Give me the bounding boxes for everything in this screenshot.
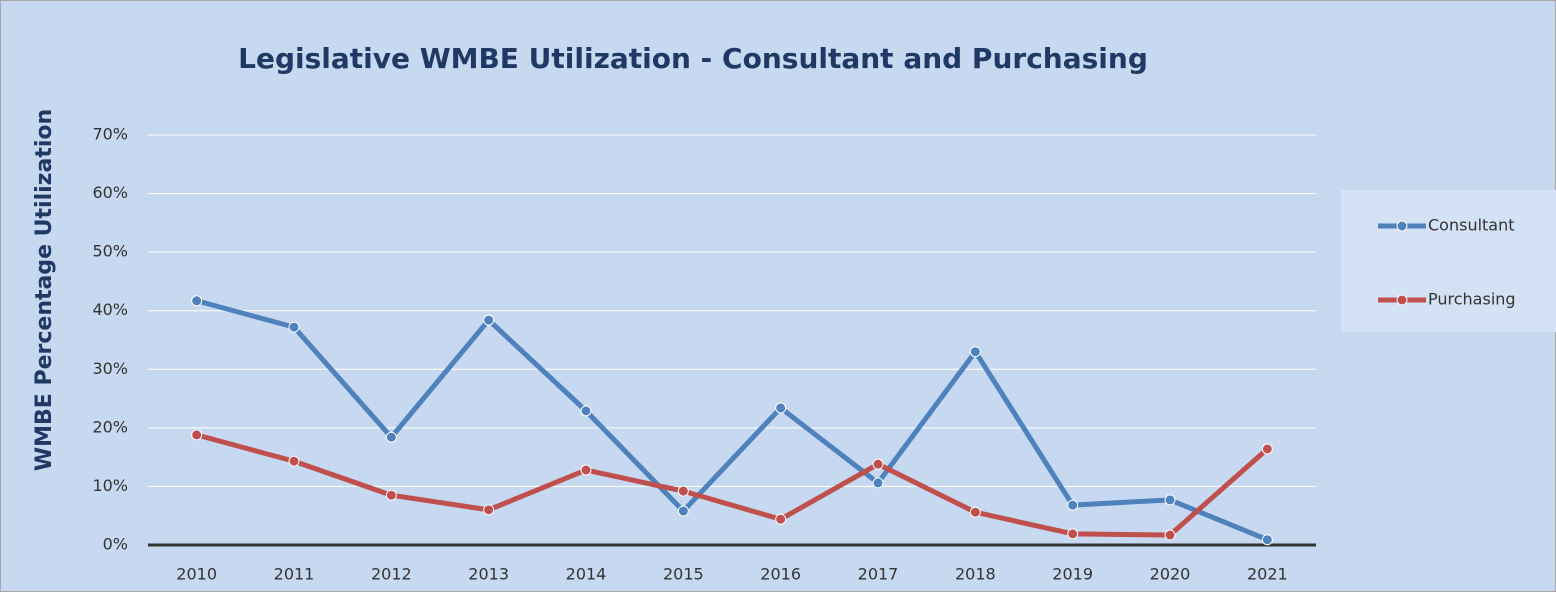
point xyxy=(191,295,203,307)
point xyxy=(191,429,203,441)
point xyxy=(872,477,884,489)
y-tick-label: 0% xyxy=(103,535,128,554)
x-tick-label: 2018 xyxy=(955,565,996,584)
point xyxy=(677,485,689,497)
chart-title: Legislative WMBE Utilization - Consultan… xyxy=(238,42,1148,75)
y-tick-label: 30% xyxy=(92,359,128,378)
line-series xyxy=(196,432,1269,538)
legend-label: Purchasing xyxy=(1428,290,1516,309)
y-tick-label: 20% xyxy=(92,417,128,436)
legend-marker xyxy=(1396,220,1408,232)
point xyxy=(1067,499,1079,511)
x-tick-label: 2020 xyxy=(1150,565,1191,584)
y-axis-label: WMBE Percentage Utilization xyxy=(32,109,57,471)
x-tick-label: 2011 xyxy=(274,565,315,584)
y-tick-label: 60% xyxy=(92,183,128,202)
point xyxy=(969,346,981,358)
legend-label: Consultant xyxy=(1428,216,1515,235)
y-tick-label: 10% xyxy=(92,476,128,495)
point xyxy=(1261,443,1273,455)
line-series xyxy=(196,298,1269,543)
point xyxy=(580,405,592,417)
point xyxy=(1164,494,1176,506)
legend-marker xyxy=(1396,294,1408,306)
point xyxy=(580,464,592,476)
point xyxy=(1261,534,1273,546)
point xyxy=(288,321,300,333)
x-tick-label: 2019 xyxy=(1052,565,1093,584)
point xyxy=(483,314,495,326)
point xyxy=(385,431,397,443)
x-tick-label: 2014 xyxy=(566,565,607,584)
point xyxy=(775,402,787,414)
point xyxy=(775,513,787,525)
x-tick-label: 2021 xyxy=(1247,565,1288,584)
x-tick-label: 2013 xyxy=(468,565,509,584)
legend-box xyxy=(1341,190,1556,332)
y-tick-label: 70% xyxy=(92,125,128,144)
x-tick-label: 2015 xyxy=(663,565,704,584)
y-tick-label: 50% xyxy=(92,242,128,261)
point xyxy=(969,506,981,518)
point xyxy=(677,505,689,517)
x-tick-label: 2012 xyxy=(371,565,412,584)
point xyxy=(872,458,884,470)
point xyxy=(385,489,397,501)
point xyxy=(1067,528,1079,540)
point xyxy=(483,504,495,516)
x-tick-label: 2010 xyxy=(176,565,217,584)
x-tick-label: 2016 xyxy=(760,565,801,584)
x-tick-label: 2017 xyxy=(858,565,899,584)
y-tick-label: 40% xyxy=(92,300,128,319)
point xyxy=(1164,529,1176,541)
point xyxy=(288,455,300,467)
